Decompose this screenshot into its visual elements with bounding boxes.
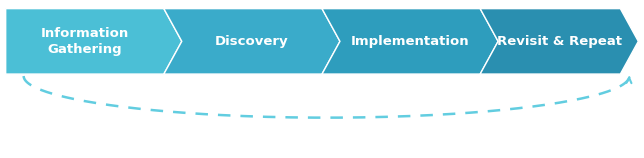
Text: Revisit & Repeat: Revisit & Repeat	[497, 35, 621, 48]
Text: Discovery: Discovery	[215, 35, 289, 48]
Polygon shape	[480, 9, 638, 74]
Polygon shape	[164, 9, 340, 74]
Polygon shape	[322, 9, 498, 74]
Text: Information
Gathering: Information Gathering	[41, 27, 129, 56]
Polygon shape	[6, 9, 182, 74]
Text: Implementation: Implementation	[351, 35, 469, 48]
